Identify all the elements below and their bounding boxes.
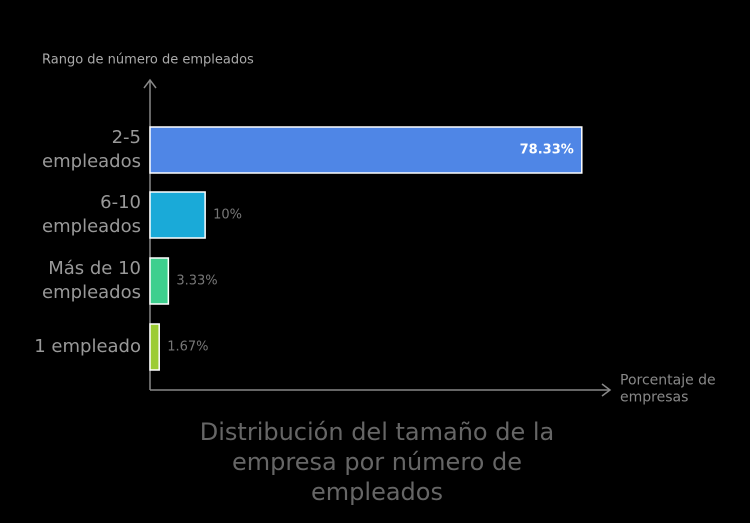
bar: [149, 257, 170, 305]
data-label: 1.67%: [167, 340, 208, 355]
y-tick-label: Más de 10 empleados: [42, 258, 141, 303]
y-tick-label: 1 empleado: [34, 336, 141, 357]
x-axis-title: Porcentaje de empresas: [620, 373, 716, 406]
x-axis-arrow: [601, 383, 612, 397]
y-tick-label: 2-5 empleados: [42, 127, 141, 172]
y-tick-label: 6-10 empleados: [42, 192, 141, 237]
bar: [149, 191, 206, 239]
chart-title: Distribución del tamaño de la empresa por…: [200, 418, 554, 506]
data-label: 10%: [213, 208, 242, 223]
y-axis-title: Rango de número de empleados: [42, 53, 254, 68]
data-label: 78.33%: [520, 143, 574, 158]
bar: [149, 126, 583, 174]
data-label: 3.33%: [176, 274, 217, 289]
y-axis-arrow: [143, 78, 157, 89]
bar: [149, 323, 160, 371]
